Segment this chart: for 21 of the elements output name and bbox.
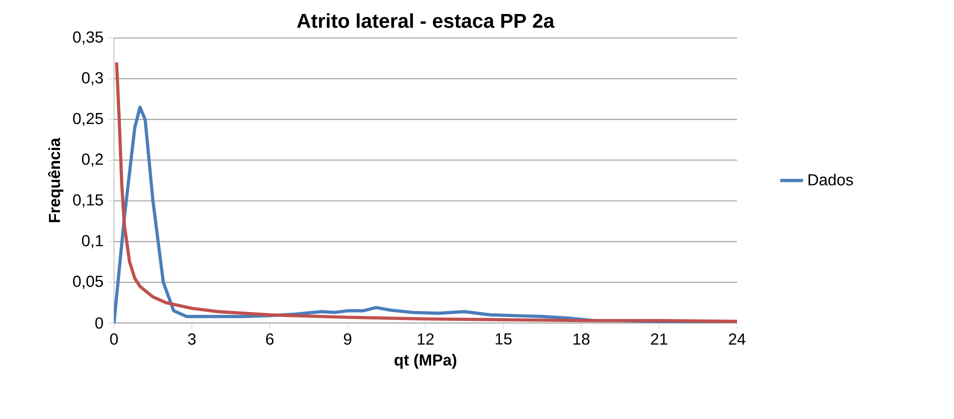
x-tick-label: 18 [574,333,590,345]
legend-label: Dados [808,174,853,186]
x-tick-label: 0 [110,333,118,345]
y-tick-label: 0,3 [82,72,103,86]
y-axis-title: Frequência [48,138,64,222]
x-tick-label: 24 [728,333,746,345]
x-tick-label: 21 [651,333,668,345]
x-tick-label: 15 [496,333,512,345]
chart-title: Atrito lateral - estaca PP 2a [297,13,555,28]
x-tick-label: 3 [188,333,196,345]
y-tick-label: 0 [95,317,103,329]
y-tick-label: 0,15 [73,194,103,208]
y-tick-label: 0,25 [73,112,103,126]
y-tick-label: 0,35 [73,31,103,45]
y-tick-label: 0,05 [73,276,103,289]
y-tick-label: 0,2 [82,154,103,167]
x-tick-label: 9 [344,333,352,345]
x-tick-label: 12 [418,333,434,345]
x-tick-label: 6 [266,333,274,345]
x-axis-title: qt (MPa) [394,354,456,369]
y-tick-label: 0,1 [82,234,103,248]
